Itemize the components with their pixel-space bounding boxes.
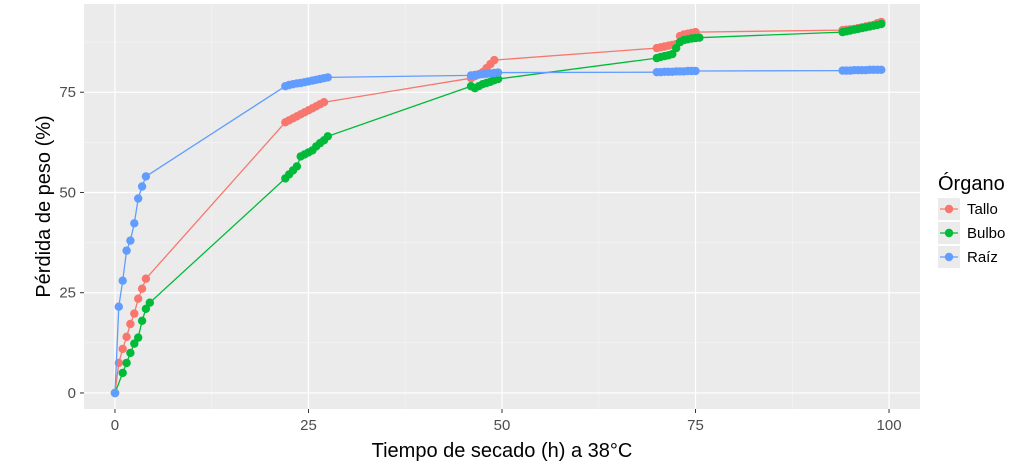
y-tick-label: 75	[59, 84, 76, 101]
data-point-bulbo	[137, 316, 147, 325]
data-point-raiz	[122, 246, 131, 255]
data-point-bulbo	[672, 43, 681, 53]
y-tick-label: 25	[59, 285, 76, 302]
data-point-bulbo	[493, 74, 503, 84]
data-point-raiz	[118, 276, 127, 285]
data-point-tallo	[118, 344, 127, 354]
legend-keys: Tallo Bulbo Raíz	[938, 198, 1005, 268]
data-point-bulbo	[141, 304, 151, 313]
data-point-tallo	[122, 332, 131, 341]
x-tick-label: 75	[687, 417, 704, 434]
data-point-raiz	[141, 172, 151, 181]
data-point-bulbo	[145, 298, 154, 307]
legend-item-tallo: Tallo	[938, 198, 998, 220]
x-tick-label: 100	[877, 417, 902, 434]
legend-label-bulbo: Bulbo	[967, 225, 1005, 242]
data-point-raiz	[114, 302, 124, 311]
data-point-tallo	[126, 319, 135, 329]
series-raiz	[110, 65, 886, 398]
y-axis-title: Pérdida de peso (%)	[33, 115, 55, 297]
data-point-bulbo	[668, 49, 677, 59]
x-axis-ticks: 0 25 50 75 100	[111, 409, 902, 434]
x-tick-label: 50	[494, 417, 511, 434]
data-point-raiz	[877, 65, 886, 75]
data-point-tallo	[137, 284, 147, 293]
data-point-tallo	[490, 55, 499, 65]
legend-item-bulbo: Bulbo	[938, 222, 1005, 244]
legend: Órgano Tallo Bulbo Raíz	[938, 172, 1005, 268]
data-point-bulbo	[134, 333, 143, 342]
data-point-tallo	[141, 274, 151, 283]
data-point-raiz	[137, 182, 147, 191]
data-point-bulbo	[323, 132, 332, 141]
data-point-bulbo	[877, 19, 886, 29]
legend-key-point	[944, 228, 954, 238]
series-layer	[110, 17, 886, 398]
data-point-raiz	[134, 194, 143, 203]
legend-key-point	[944, 252, 954, 262]
legend-label-tallo: Tallo	[967, 201, 998, 218]
legend-item-raiz: Raíz	[938, 246, 998, 268]
data-point-raiz	[691, 66, 700, 76]
data-point-bulbo	[126, 348, 135, 358]
y-tick-label: 0	[68, 385, 76, 402]
data-point-raiz	[126, 236, 135, 245]
x-tick-label: 0	[111, 417, 119, 434]
data-point-bulbo	[292, 162, 302, 171]
x-axis-title: Tiempo de secado (h) a 38°C	[372, 440, 633, 462]
data-point-bulbo	[695, 33, 704, 42]
data-point-raiz	[493, 68, 503, 77]
y-axis-ticks: 0 25 50 75	[59, 84, 84, 402]
y-tick-label: 50	[59, 184, 76, 201]
data-point-tallo	[134, 294, 143, 303]
data-point-bulbo	[130, 339, 139, 348]
x-tick-label: 25	[300, 417, 317, 434]
data-point-bulbo	[118, 368, 127, 378]
legend-key-point	[944, 204, 954, 214]
data-point-raiz	[110, 388, 120, 398]
data-point-raiz	[130, 219, 139, 228]
legend-title: Órgano	[938, 172, 1005, 195]
legend-label-raiz: Raíz	[967, 249, 998, 266]
data-point-tallo	[130, 309, 139, 318]
data-point-tallo	[319, 98, 329, 107]
data-point-bulbo	[122, 358, 131, 368]
series-bulbo	[110, 19, 886, 398]
data-point-raiz	[323, 73, 332, 82]
